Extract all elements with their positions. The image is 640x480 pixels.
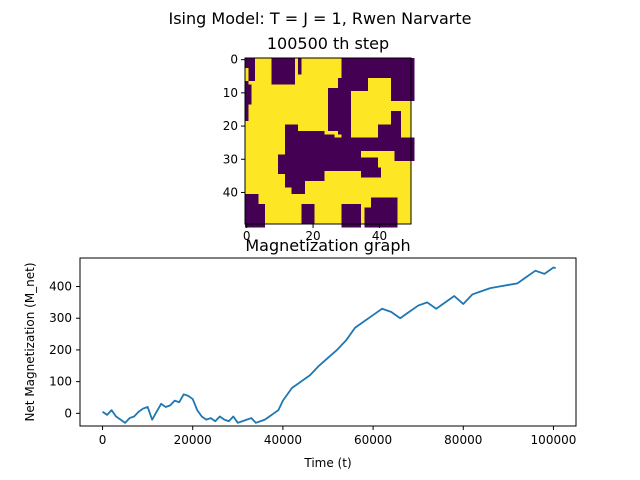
heatmap-low-spin-region [328, 87, 342, 132]
line-x-tick-label: 80000 [444, 433, 482, 447]
heatmap-y-ticks: 0 10 20 30 40 [223, 53, 245, 199]
heatmap-low-spin-region [278, 154, 295, 175]
line-y-tick-label: 100 [49, 375, 72, 389]
line-x-axis-label: Time (t) [303, 456, 351, 470]
line-chart-title: Magnetization graph [245, 236, 410, 255]
heatmap-low-spin-region [371, 197, 398, 228]
heatmap-x-tick-label: 0 [243, 229, 251, 243]
line-x-tick-label: 40000 [264, 433, 302, 447]
line-y-ticks: 0 100 200 300 400 [49, 280, 80, 420]
heatmap-low-spin-region [248, 84, 252, 105]
heatmap-low-spin-region [321, 144, 362, 171]
heatmap-low-spin-region [298, 58, 302, 75]
heatmap-x-ticks: 0 20 40 [243, 224, 387, 243]
heatmap-low-spin-region [341, 58, 348, 92]
line-x-tick-label: 20000 [174, 433, 212, 447]
heatmap-x-tick-label: 20 [305, 229, 320, 243]
heatmap-title: 100500 th step [267, 34, 389, 53]
line-y-tick-label: 300 [49, 311, 72, 325]
heatmap-low-spin-region [274, 58, 295, 85]
lattice-heatmap-panel: 100500 th step 0 20 40 0 10 20 30 40 [223, 34, 415, 243]
heatmap-y-tick-label: 0 [230, 53, 238, 67]
line-chart-frame [79, 257, 577, 427]
heatmap-y-tick-label: 40 [223, 185, 238, 199]
magnetization-chart-panel: Magnetization graph 0 20000 40000 60000 8000… [23, 236, 577, 470]
heatmap-low-spin-region [291, 177, 305, 195]
heatmap-low-spin-region [377, 124, 402, 141]
line-y-axis-label: Net Magnetization (M_net) [23, 262, 37, 421]
line-y-tick-label: 0 [64, 406, 72, 420]
magnetization-series-line [102, 266, 556, 424]
heatmap-low-spin-region [394, 137, 415, 161]
heatmap-y-tick-label: 30 [223, 152, 238, 166]
heatmap-low-spin-region [301, 204, 315, 224]
line-x-tick-label: 100000 [531, 433, 577, 447]
heatmap-low-spin-region [248, 58, 255, 82]
heatmap-low-spin-region [351, 58, 415, 78]
heatmap-low-spin-region [245, 194, 259, 228]
line-y-tick-label: 200 [49, 343, 72, 357]
line-x-tick-label: 60000 [354, 433, 392, 447]
heatmap-y-tick-label: 20 [223, 119, 238, 133]
heatmap-y-tick-label: 10 [223, 86, 238, 100]
heatmap-low-spin-region [341, 204, 362, 228]
heatmap-x-tick-label: 40 [372, 229, 387, 243]
heatmap-cells [245, 58, 415, 228]
figure-suptitle: Ising Model: T = J = 1, Rwen Narvarte [169, 9, 472, 28]
line-x-tick-label: 0 [99, 433, 107, 447]
heatmap-low-spin-region [245, 81, 249, 122]
heatmap-low-spin-region [364, 207, 375, 228]
heatmap-frame [244, 57, 412, 225]
line-x-ticks: 0 20000 40000 60000 80000 100000 [99, 426, 577, 447]
heatmap-low-spin-region [341, 124, 352, 141]
line-y-tick-label: 400 [49, 280, 72, 294]
heatmap-low-spin-region [254, 204, 265, 228]
heatmap-low-spin-region [391, 74, 415, 102]
heatmap-low-spin-region [361, 167, 382, 178]
